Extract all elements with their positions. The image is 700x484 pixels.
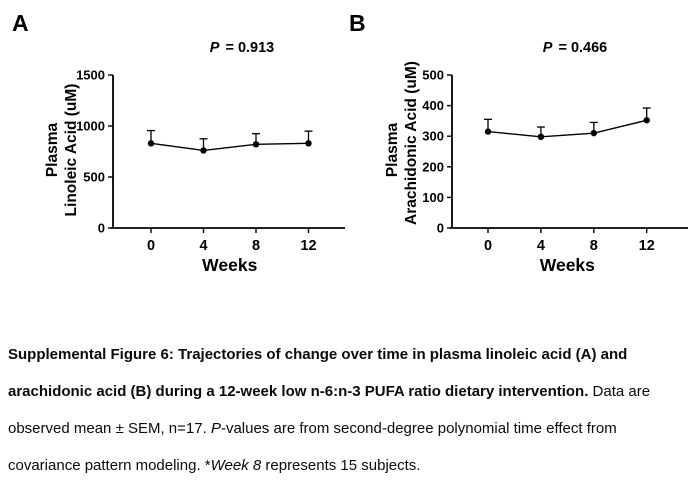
caption-text-segment: observed mean ± SEM, n=17. [8,420,211,437]
x-tick-label: 4 [537,238,545,254]
caption-line: covariance pattern modeling. *Week 8 rep… [8,447,698,484]
x-tick-label: 12 [300,238,316,254]
data-point [305,140,312,147]
caption-text-segment: covariance pattern modeling. * [8,457,211,474]
data-point [590,129,597,137]
caption-line: Supplemental Figure 6: Trajectories of c… [8,336,698,373]
y-tick-label: 0 [98,221,105,236]
y-tick-label: 500 [422,68,444,83]
caption-text-segment: P [210,420,221,437]
y-tick-label: 100 [422,190,444,205]
caption-text-segment: represents 15 subjects. [261,457,421,474]
caption-line: observed mean ± SEM, n=17. P-values are … [8,410,698,447]
y-tick-label: 200 [422,159,444,174]
data-point [643,117,650,124]
caption-text-segment: Data are [588,383,651,400]
y-tick-label: 500 [83,170,105,185]
chart-panel-a: 0 500 1000 1500 0 4 8 12 Weeks [76,68,345,275]
data-point [147,140,155,147]
p-value-label-a: P = 0.913 [210,40,274,56]
p-symbol: P [209,40,220,56]
p-value-text: = 0.466 [554,40,608,56]
panel-label-b: B [349,10,366,36]
y-tick-label: 0 [437,221,444,236]
p-symbol: P [542,40,553,56]
x-tick-label: 0 [147,238,155,254]
caption-text-segment: -values are from second-degree polynomia… [220,420,617,437]
x-tick-label: 8 [590,238,598,254]
x-tick-label: 8 [252,238,260,254]
panel-label-a: A [12,10,29,36]
caption-text-segment: Supplemental Figure 6: Trajectories of c… [8,346,628,363]
caption-text-segment: Week 8 [210,457,262,474]
y-tick-label: 400 [422,98,444,113]
x-tick-label: 4 [199,238,207,254]
caption-line: arachidonic acid (B) during a 12-week lo… [8,373,698,410]
data-point [537,133,545,141]
data-line [150,142,309,152]
y-tick-label: 1000 [76,119,105,134]
x-axis-title: Weeks [540,255,595,275]
x-tick-label: 0 [484,238,492,254]
data-point [252,141,260,148]
data-point [484,128,492,135]
chart-panel-b: 0 100 200 300 400 500 0 4 8 12 Weeks [422,68,688,275]
figure-caption: Supplemental Figure 6: Trajectories of c… [8,336,698,484]
data-line [487,119,647,138]
y-tick-label: 300 [422,129,444,144]
data-point [200,147,207,154]
x-tick-label: 12 [639,238,655,254]
y-tick-label: 1500 [76,68,105,83]
p-value-text: = 0.913 [221,40,275,56]
p-value-label-b: P = 0.466 [543,40,607,56]
caption-text-segment: arachidonic acid (B) during a 12-week lo… [8,383,589,400]
x-axis-title: Weeks [202,255,257,275]
